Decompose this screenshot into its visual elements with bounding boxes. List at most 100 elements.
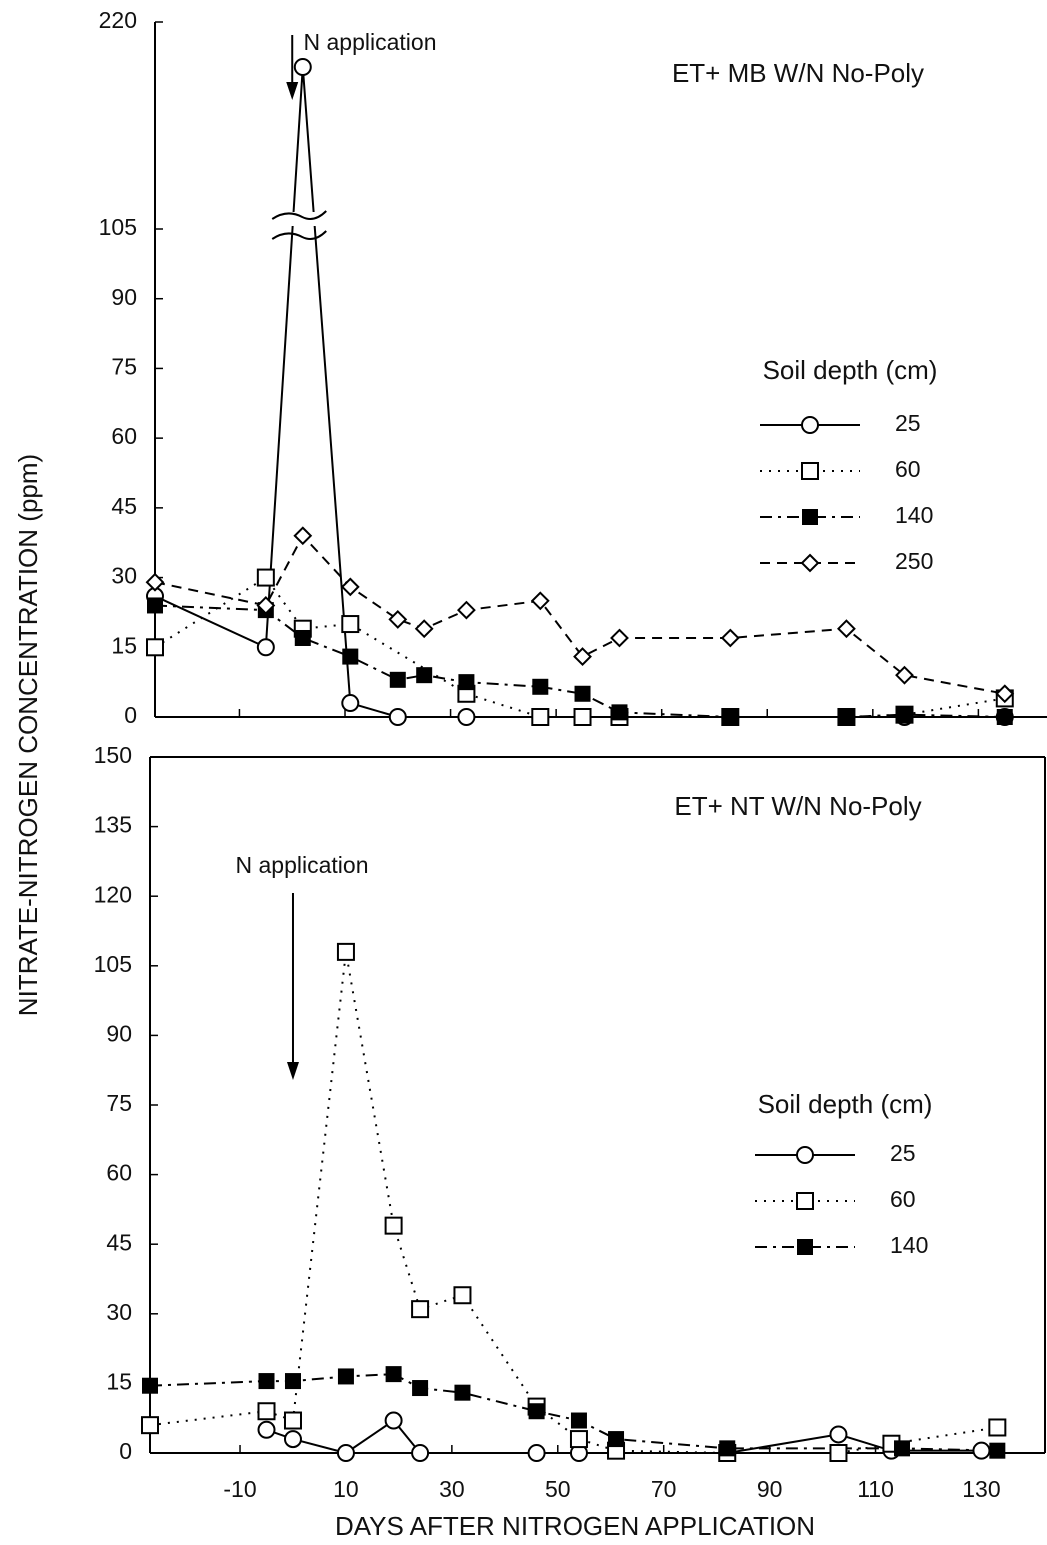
legend-label: 25 (890, 1140, 916, 1166)
annotation: N application (304, 29, 437, 55)
marker (610, 628, 629, 648)
marker (416, 667, 433, 684)
marker (570, 1412, 587, 1429)
marker (146, 638, 164, 657)
legend-marker (800, 553, 820, 573)
y-tick-label: 135 (94, 812, 132, 838)
marker (147, 597, 163, 614)
marker (722, 709, 739, 725)
marker (283, 1430, 302, 1449)
y-tick-label: 0 (119, 1438, 132, 1464)
y-tick-label: 45 (111, 493, 137, 519)
legend-marker (797, 1239, 813, 1255)
marker (829, 1444, 848, 1462)
marker (256, 638, 275, 657)
marker (293, 58, 312, 76)
legend-marker (801, 416, 819, 434)
y-tick-label: 15 (106, 1368, 132, 1394)
marker (838, 709, 855, 725)
marker (988, 1418, 1007, 1437)
axis-break (271, 210, 327, 220)
series-line (149, 951, 998, 1454)
y-tick-label: 75 (111, 354, 137, 380)
marker (141, 1416, 159, 1435)
marker (293, 526, 313, 546)
x-tick-label: 50 (545, 1476, 571, 1502)
marker (411, 1444, 430, 1462)
y-tick-label: 105 (99, 214, 137, 240)
axis-break-gap (270, 212, 331, 226)
y-tick-label: 45 (106, 1229, 132, 1255)
marker (257, 1420, 276, 1439)
marker (284, 1373, 301, 1390)
marker (336, 1444, 355, 1462)
x-tick-label: 90 (757, 1476, 783, 1502)
marker (995, 684, 1015, 704)
x-tick-label: 110 (857, 1476, 894, 1502)
legend-title: Soil depth (cm) (758, 1089, 933, 1119)
marker (341, 694, 360, 713)
marker (388, 708, 407, 726)
y-tick-label: 0 (124, 702, 137, 728)
x-axis-label: DAYS AFTER NITROGEN APPLICATION (335, 1511, 815, 1541)
marker (532, 678, 549, 695)
marker (256, 568, 275, 587)
marker (528, 1403, 545, 1420)
marker (337, 1368, 354, 1385)
y-tick-label: 15 (111, 632, 137, 658)
y-tick-label: 105 (94, 951, 132, 977)
marker (458, 674, 475, 691)
marker (894, 1440, 911, 1457)
legend-label: 140 (895, 502, 933, 528)
y-tick-label: 220 (99, 7, 137, 33)
y-tick-label: 30 (106, 1299, 132, 1325)
marker (412, 1380, 429, 1397)
y-tick-label: 75 (106, 1090, 132, 1116)
panel-label: ET+ MB W/N No-Poly (672, 58, 924, 88)
marker (989, 1442, 1006, 1459)
marker (457, 708, 476, 726)
marker (142, 1377, 158, 1394)
marker (257, 1402, 276, 1421)
marker (388, 609, 408, 629)
legend-marker (796, 1192, 814, 1210)
legend-label: 60 (890, 1186, 916, 1212)
marker (342, 648, 359, 665)
marker (283, 1411, 302, 1430)
marker (336, 942, 355, 961)
series-line (154, 534, 1005, 695)
marker (256, 596, 276, 615)
marker (573, 708, 592, 726)
legend-label: 140 (890, 1232, 928, 1258)
marker (608, 1431, 625, 1448)
y-tick-label: 60 (111, 423, 137, 449)
marker (531, 708, 550, 726)
marker (611, 704, 628, 721)
marker (720, 628, 740, 648)
marker (258, 1373, 275, 1390)
legend-marker (802, 509, 818, 525)
x-tick-label: 130 (962, 1476, 1000, 1502)
marker (829, 1425, 848, 1444)
marker (294, 629, 311, 646)
marker (385, 1366, 402, 1383)
marker (414, 619, 434, 639)
marker (341, 615, 360, 634)
marker (996, 709, 1013, 725)
legend-marker (796, 1146, 814, 1164)
y-tick-label: 60 (106, 1160, 132, 1186)
legend-label: 60 (895, 456, 921, 482)
legend-marker (801, 462, 819, 480)
annotation-arrowhead (286, 1062, 299, 1080)
axis-break (271, 230, 327, 240)
marker (837, 619, 856, 639)
marker (456, 600, 476, 620)
y-tick-label: 90 (106, 1020, 132, 1046)
marker (340, 577, 360, 597)
y-tick-label: 90 (111, 284, 137, 310)
y-tick-label: 120 (94, 881, 132, 907)
marker (895, 665, 914, 685)
panel-label: ET+ NT W/N No-Poly (674, 791, 921, 821)
marker (972, 1441, 991, 1460)
